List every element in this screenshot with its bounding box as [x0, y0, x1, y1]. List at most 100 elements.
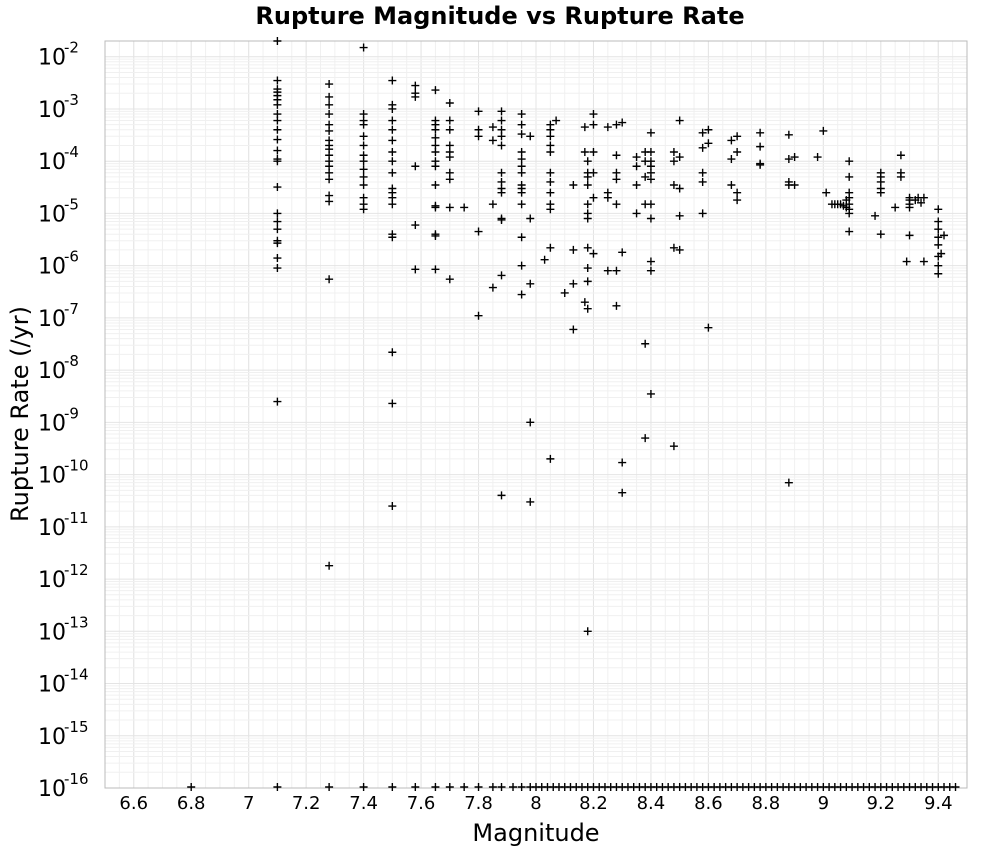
- data-point: [937, 249, 946, 258]
- data-point: [876, 188, 885, 197]
- data-point: [325, 100, 334, 109]
- data-point: [756, 142, 765, 151]
- data-point: [845, 172, 854, 181]
- data-point: [497, 107, 506, 116]
- data-point: [517, 147, 526, 156]
- data-point: [411, 221, 420, 230]
- data-point: [784, 478, 793, 487]
- data-point: [411, 81, 420, 90]
- data-point: [388, 399, 397, 408]
- data-point-floor: [187, 783, 196, 791]
- data-point: [934, 261, 943, 270]
- data-point-floor: [497, 783, 506, 791]
- data-point: [359, 120, 368, 129]
- data-point: [583, 200, 592, 209]
- data-point: [583, 214, 592, 223]
- y-tick-label: 10-16: [38, 770, 89, 802]
- data-point: [388, 200, 397, 209]
- data-point: [388, 136, 397, 145]
- data-point: [546, 454, 555, 463]
- data-point-floor: [411, 783, 420, 791]
- data-point: [474, 227, 483, 236]
- data-point: [612, 120, 621, 129]
- data-point: [934, 240, 943, 249]
- data-point: [704, 323, 713, 332]
- data-point: [546, 205, 555, 214]
- data-point: [612, 301, 621, 310]
- data-point: [698, 209, 707, 218]
- y-tick-exponent: -12: [64, 561, 89, 579]
- data-point: [517, 110, 526, 119]
- data-point-floor: [460, 783, 469, 791]
- data-point: [934, 217, 943, 226]
- data-point: [603, 193, 612, 202]
- data-point: [819, 126, 828, 135]
- data-point: [675, 211, 684, 220]
- data-point: [359, 205, 368, 214]
- data-point: [896, 151, 905, 160]
- data-point: [612, 175, 621, 184]
- data-point: [583, 181, 592, 190]
- data-point: [388, 116, 397, 125]
- data-point: [526, 497, 535, 506]
- data-point: [325, 80, 334, 89]
- y-tick-exponent: -3: [64, 91, 79, 109]
- data-point: [273, 225, 282, 234]
- data-point: [488, 123, 497, 132]
- y-tick-exponent: -16: [64, 770, 89, 788]
- data-point: [698, 168, 707, 177]
- data-point: [589, 110, 598, 119]
- data-point: [580, 298, 589, 307]
- y-tick-exponent: -14: [64, 666, 89, 684]
- y-tick-label: 10-6: [38, 248, 79, 280]
- data-point: [460, 203, 469, 212]
- data-point: [388, 502, 397, 511]
- data-point: [359, 172, 368, 181]
- data-point: [560, 288, 569, 297]
- data-point: [445, 175, 454, 184]
- data-point: [905, 231, 914, 240]
- y-tick-base: 10: [38, 516, 66, 541]
- data-point: [704, 125, 713, 134]
- y-tick-label: 10-10: [38, 457, 89, 489]
- data-point: [497, 132, 506, 141]
- data-point: [589, 147, 598, 156]
- data-point-floor: [488, 783, 497, 791]
- data-point-floor: [474, 783, 483, 791]
- data-point: [822, 188, 831, 197]
- data-point: [497, 215, 506, 224]
- data-point: [359, 157, 368, 166]
- data-point: [517, 120, 526, 129]
- data-point: [698, 128, 707, 137]
- chart-title: Rupture Magnitude vs Rupture Rate: [255, 2, 744, 30]
- data-point: [641, 339, 650, 348]
- data-point: [273, 209, 282, 218]
- data-point: [603, 123, 612, 132]
- data-point: [445, 99, 454, 108]
- y-tick-exponent: -8: [64, 352, 79, 370]
- data-point-floor: [509, 783, 518, 791]
- x-tick-label: 6.6: [119, 793, 148, 814]
- data-point: [756, 128, 765, 137]
- data-point-floor: [325, 783, 334, 791]
- data-point: [325, 275, 334, 284]
- data-point: [589, 168, 598, 177]
- data-point: [273, 254, 282, 263]
- data-point: [675, 116, 684, 125]
- y-tick-exponent: -10: [64, 457, 89, 475]
- data-point: [569, 181, 578, 190]
- data-point: [526, 214, 535, 223]
- data-point: [517, 188, 526, 197]
- data-point: [675, 184, 684, 193]
- data-points: [187, 37, 960, 791]
- data-point: [704, 139, 713, 148]
- data-point: [618, 248, 627, 257]
- data-point: [919, 257, 928, 266]
- data-point: [431, 147, 440, 156]
- data-point: [546, 177, 555, 186]
- y-tick-base: 10: [38, 777, 66, 802]
- x-tick-label: 7.2: [292, 793, 321, 814]
- data-point: [727, 136, 736, 145]
- data-point: [517, 130, 526, 139]
- x-tick-label: 8.8: [752, 793, 781, 814]
